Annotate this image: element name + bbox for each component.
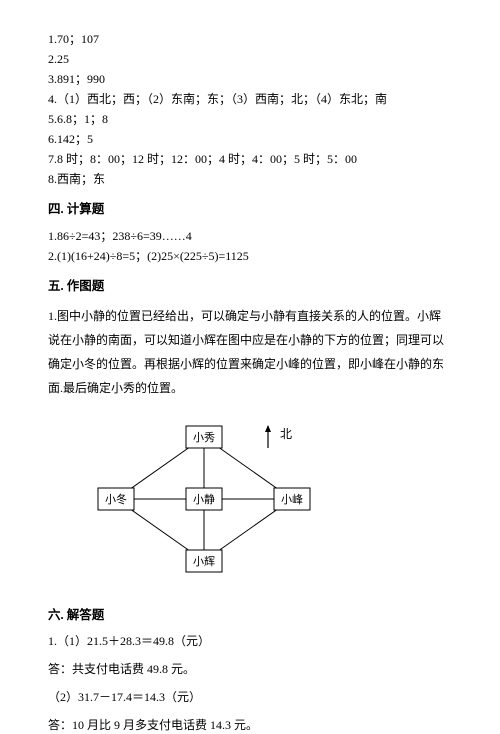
answer-line: 4.（1）西北；西；（2）东南；东；（3）西南；北；（4）东北；南 xyxy=(48,90,452,108)
section-6-body: 1.（1）21.5＋28.3＝49.8（元） 答：共支付电话费 49.8 元。 … xyxy=(48,632,452,734)
answer-line: 8.西南；东 xyxy=(48,170,452,188)
svg-text:小静: 小静 xyxy=(193,492,215,506)
section-5-title: 五. 作图题 xyxy=(48,277,452,296)
diagram-container: 小秀小冬 小静 小峰小辉 北 xyxy=(68,418,452,588)
svg-text:北: 北 xyxy=(280,427,292,441)
section-5-paragraph: 1.图中小静的位置已经给出，可以确定与小静有直接关系的人的位置。小辉说在小静的南… xyxy=(48,304,452,400)
solve-line: 1.（1）21.5＋28.3＝49.8（元） xyxy=(48,632,452,650)
solve-line: 答：共支付电话费 49.8 元。 xyxy=(48,660,452,678)
section-4-body: 1.86÷2=43；238÷6=39……4 2.(1)(16+24)÷8=5；(… xyxy=(48,227,452,265)
svg-text:小冬: 小冬 xyxy=(105,492,127,506)
section-6-title: 六. 解答题 xyxy=(48,606,452,625)
answer-line: 2.25 xyxy=(48,50,452,68)
answer-line: 7.8 时；8：00；12 时；12：00；4 时；4：00；5 时；5：00 xyxy=(48,150,452,168)
position-diagram: 小秀小冬 小静 小峰小辉 北 xyxy=(68,418,328,588)
svg-text:小峰: 小峰 xyxy=(281,493,303,506)
solve-line: （2）31.7－17.4＝14.3（元） xyxy=(48,688,452,706)
calc-line: 2.(1)(16+24)÷8=5；(2)25×(225÷5)=1125 xyxy=(48,247,452,265)
svg-text:小辉: 小辉 xyxy=(193,555,215,568)
answer-line: 1.70；107 xyxy=(48,30,452,48)
answers-block: 1.70；107 2.25 3.891；990 4.（1）西北；西；（2）东南；… xyxy=(48,30,452,188)
answer-line: 6.142；5 xyxy=(48,130,452,148)
solve-line: 答：10 月比 9 月多支付电话费 14.3 元。 xyxy=(48,716,452,734)
svg-text:小秀: 小秀 xyxy=(193,431,215,444)
calc-line: 1.86÷2=43；238÷6=39……4 xyxy=(48,227,452,245)
answer-line: 3.891；990 xyxy=(48,70,452,88)
answer-line: 5.6.8；1；8 xyxy=(48,110,452,128)
section-4-title: 四. 计算题 xyxy=(48,200,452,219)
